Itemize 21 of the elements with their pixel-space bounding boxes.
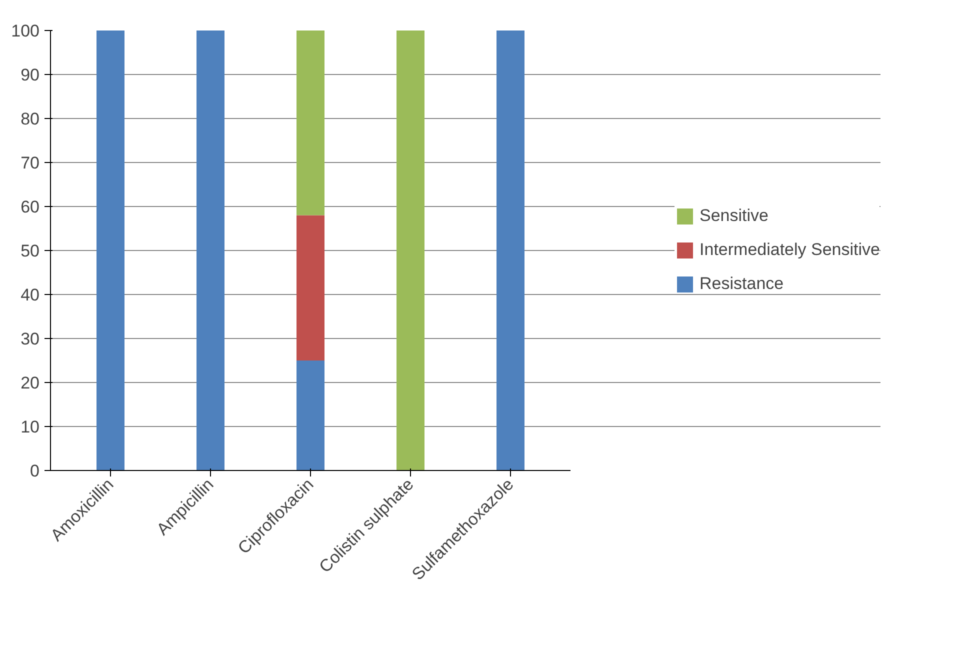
bar [496,30,524,470]
y-tick-label: 10 [20,418,40,436]
bar [296,215,324,360]
y-tick-label: 90 [20,66,40,84]
legend-label: Resistance [700,274,784,294]
bar [296,30,324,216]
y-tick-label: 20 [20,374,40,392]
y-tick-label: 80 [20,110,40,128]
bar [96,30,124,470]
y-tick-label: 100 [11,22,40,40]
legend-label: Sensitive [700,206,768,226]
bar [296,360,324,470]
y-tick-label: 40 [20,286,40,304]
y-tick-label: 50 [20,242,40,260]
y-tick-label: 30 [20,330,40,348]
bar [396,30,424,470]
legend-label: Intermediately Sensitive [700,240,880,260]
y-tick-label: 0 [30,462,40,480]
bar [196,30,224,470]
y-tick-label: 70 [20,154,40,172]
y-tick-label: 60 [20,198,40,216]
